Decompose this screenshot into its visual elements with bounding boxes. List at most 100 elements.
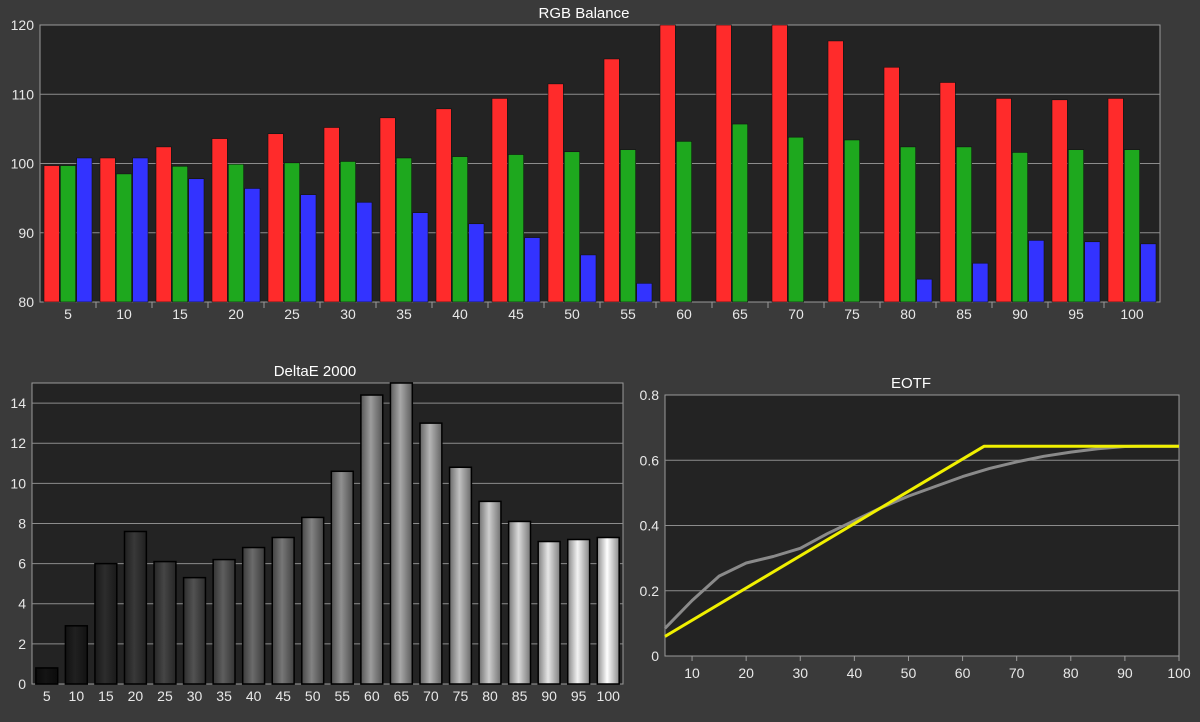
deltae-xtick-label: 100 bbox=[597, 688, 621, 704]
rgb-bar bbox=[435, 108, 452, 303]
rgb-bar bbox=[99, 157, 116, 303]
deltae-bar bbox=[419, 422, 443, 685]
rgb-bar bbox=[732, 123, 748, 303]
eotf-xtick-label: 80 bbox=[1063, 665, 1079, 681]
deltae-ytick-label: 14 bbox=[10, 395, 26, 411]
deltae-bar bbox=[271, 536, 295, 685]
rgb-bar bbox=[244, 188, 261, 303]
deltae-xtick-label: 75 bbox=[453, 688, 469, 704]
deltae-bar bbox=[448, 466, 473, 685]
rgb-bar bbox=[412, 212, 429, 303]
rgb-bar bbox=[1107, 98, 1124, 303]
rgb-ytick-label: 90 bbox=[18, 225, 34, 241]
deltae-bar bbox=[330, 470, 354, 685]
rgb-xtick-label: 35 bbox=[396, 306, 412, 322]
rgb-bar bbox=[995, 98, 1012, 303]
deltae-ytick-label: 0 bbox=[18, 676, 26, 692]
eotf-ytick-label: 0.6 bbox=[640, 452, 660, 468]
deltae-bar bbox=[153, 560, 177, 685]
eotf-title: EOTF bbox=[891, 375, 931, 392]
rgb-xtick-label: 70 bbox=[788, 306, 804, 322]
rgb-bar bbox=[620, 149, 636, 303]
rgb-xtick-label: 30 bbox=[340, 306, 356, 322]
deltae-bar bbox=[537, 540, 561, 685]
rgb-bar bbox=[659, 24, 676, 303]
deltae-bar bbox=[123, 530, 148, 685]
eotf-ytick-label: 0.8 bbox=[640, 387, 660, 403]
deltae-bar bbox=[389, 382, 414, 685]
rgb-bar bbox=[916, 278, 933, 303]
rgb-xtick-label: 95 bbox=[1068, 306, 1084, 322]
rgb-bar bbox=[379, 117, 396, 303]
deltae-xtick-label: 15 bbox=[98, 688, 114, 704]
rgb-bar bbox=[1028, 240, 1045, 303]
deltae-xtick-label: 40 bbox=[246, 688, 262, 704]
deltae-bar bbox=[301, 516, 325, 685]
rgb-bar bbox=[788, 136, 804, 303]
eotf-xtick-label: 90 bbox=[1117, 665, 1133, 681]
deltae-xtick-label: 30 bbox=[187, 688, 203, 704]
eotf-xtick-label: 30 bbox=[792, 665, 808, 681]
deltae-bar bbox=[241, 546, 266, 685]
rgb-bar bbox=[676, 141, 692, 303]
rgb-bar bbox=[564, 151, 580, 303]
deltae-xtick-label: 70 bbox=[423, 688, 439, 704]
rgb-bar bbox=[491, 98, 508, 303]
deltae-chart: DeltaE 2000 0 2 4 6 8 10 12 14 5 10 15 20 25 30 35 40 4… bbox=[10, 363, 624, 704]
deltae-ytick-label: 10 bbox=[10, 475, 26, 491]
rgb-xtick-label: 50 bbox=[564, 306, 580, 322]
rgb-bar bbox=[603, 58, 620, 303]
deltae-xtick-label: 20 bbox=[128, 688, 144, 704]
rgb-bar bbox=[715, 24, 732, 303]
rgb-ytick-label: 110 bbox=[12, 86, 35, 102]
deltae-xtick-label: 80 bbox=[482, 688, 498, 704]
eotf-xtick-label: 10 bbox=[684, 665, 700, 681]
eotf-xtick-label: 50 bbox=[901, 665, 917, 681]
deltae-bar bbox=[94, 562, 118, 685]
rgb-bar bbox=[396, 157, 412, 303]
deltae-bar bbox=[478, 500, 502, 685]
rgb-ytick-label: 100 bbox=[11, 156, 35, 172]
rgb-bar bbox=[1084, 241, 1101, 303]
rgb-xtick-label: 15 bbox=[172, 306, 188, 322]
rgb-bar bbox=[972, 262, 989, 303]
eotf-xtick-label: 70 bbox=[1009, 665, 1025, 681]
rgb-xtick-label: 80 bbox=[900, 306, 916, 322]
deltae-xtick-label: 85 bbox=[512, 688, 528, 704]
rgb-ytick-label: 80 bbox=[18, 294, 34, 310]
rgb-bar bbox=[267, 133, 284, 303]
rgb-bar bbox=[188, 178, 205, 303]
rgb-balance-chart: RGB Balance 80 90 100 110 120 5 10 15 20 25 30 35 4… bbox=[11, 5, 1161, 322]
rgb-bar bbox=[844, 139, 860, 303]
rgb-bar bbox=[172, 165, 188, 303]
rgb-bar bbox=[132, 157, 149, 303]
rgb-bar bbox=[1068, 149, 1084, 303]
rgb-title: RGB Balance bbox=[539, 5, 630, 22]
rgb-xtick-label: 100 bbox=[1120, 306, 1144, 322]
deltae-bar bbox=[182, 576, 207, 685]
rgb-xtick-label: 60 bbox=[676, 306, 692, 322]
deltae-bar bbox=[566, 538, 591, 685]
rgb-bar bbox=[900, 146, 916, 303]
eotf-ytick-label: 0.4 bbox=[640, 518, 660, 534]
eotf-xtick-label: 100 bbox=[1167, 665, 1191, 681]
deltae-bar bbox=[35, 667, 59, 685]
rgb-bar bbox=[956, 146, 972, 303]
rgb-ytick-label: 120 bbox=[11, 17, 35, 33]
rgb-bar bbox=[468, 223, 485, 303]
deltae-xtick-label: 90 bbox=[541, 688, 557, 704]
rgb-bar bbox=[452, 156, 468, 303]
rgb-xtick-label: 25 bbox=[284, 306, 300, 322]
deltae-ytick-label: 12 bbox=[10, 435, 26, 451]
deltae-title: DeltaE 2000 bbox=[274, 363, 357, 380]
rgb-bar bbox=[636, 283, 653, 303]
rgb-bar bbox=[1051, 99, 1068, 303]
rgb-bar bbox=[340, 161, 356, 303]
deltae-xtick-label: 55 bbox=[334, 688, 350, 704]
deltae-bar bbox=[360, 394, 384, 685]
rgb-bar bbox=[580, 254, 597, 303]
deltae-xtick-label: 60 bbox=[364, 688, 380, 704]
eotf-ytick-label: 0 bbox=[651, 648, 659, 664]
deltae-ytick-label: 2 bbox=[18, 636, 26, 652]
